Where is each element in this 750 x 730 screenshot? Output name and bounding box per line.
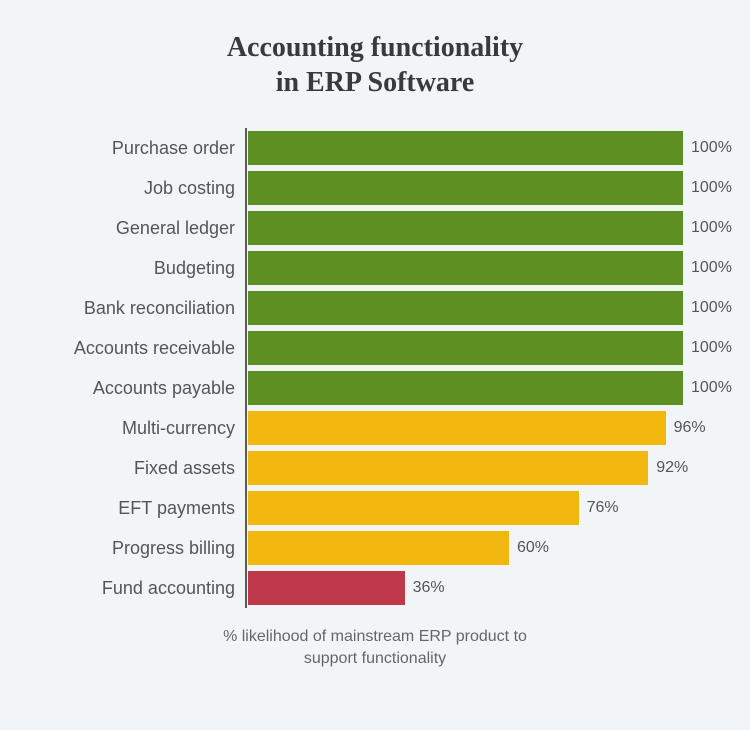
bar-value: 100% — [691, 219, 732, 237]
bar-label: Budgeting — [40, 258, 235, 279]
bar-value: 96% — [674, 419, 706, 437]
bar-wrap: 36% — [245, 568, 710, 608]
chart-title-line2: in ERP Software — [276, 67, 475, 98]
bar-row: Job costing100% — [245, 168, 710, 208]
bar-wrap: 100% — [245, 128, 732, 168]
bar-rows: Purchase order100%Job costing100%General… — [245, 128, 710, 608]
bar — [248, 131, 683, 165]
bar-wrap: 92% — [245, 448, 710, 488]
bar — [248, 171, 683, 205]
bar-value: 100% — [691, 299, 732, 317]
bar-wrap: 100% — [245, 168, 732, 208]
bar-label: Fund accounting — [40, 578, 235, 599]
bar-label: Bank reconciliation — [40, 298, 235, 319]
bar-value: 100% — [691, 379, 732, 397]
bar-row: Progress billing60% — [245, 528, 710, 568]
bar-row: Bank reconciliation100% — [245, 288, 710, 328]
bar-value: 100% — [691, 139, 732, 157]
bar-wrap: 100% — [245, 328, 732, 368]
bar — [248, 291, 683, 325]
bar-value: 36% — [413, 579, 445, 597]
bar-row: General ledger100% — [245, 208, 710, 248]
bar-label: Fixed assets — [40, 458, 235, 479]
bar — [248, 411, 666, 445]
bar — [248, 571, 405, 605]
bar-label: Progress billing — [40, 538, 235, 559]
chart-title-line1: Accounting functionality — [227, 32, 523, 63]
bar-wrap: 100% — [245, 248, 732, 288]
bar-value: 100% — [691, 179, 732, 197]
bar-value: 92% — [656, 459, 688, 477]
bar-value: 100% — [691, 339, 732, 357]
bar-label: General ledger — [40, 218, 235, 239]
bar-row: Accounts receivable100% — [245, 328, 710, 368]
bar-wrap: 100% — [245, 208, 732, 248]
bar-row: Accounts payable100% — [245, 368, 710, 408]
chart-caption-line2: support functionality — [304, 650, 446, 667]
bar-wrap: 96% — [245, 408, 710, 448]
bar — [248, 331, 683, 365]
bar-value: 60% — [517, 539, 549, 557]
bar — [248, 531, 509, 565]
bar — [248, 251, 683, 285]
bar — [248, 451, 648, 485]
bar-value: 76% — [587, 499, 619, 517]
bar-label: Accounts payable — [40, 378, 235, 399]
bar-row: EFT payments76% — [245, 488, 710, 528]
bar-label: Job costing — [40, 178, 235, 199]
bar-wrap: 100% — [245, 288, 732, 328]
bar-chart: Purchase order100%Job costing100%General… — [40, 128, 710, 608]
bar — [248, 211, 683, 245]
bar-label: Accounts receivable — [40, 338, 235, 359]
bar — [248, 491, 579, 525]
bar-label: Purchase order — [40, 138, 235, 159]
bar-wrap: 60% — [245, 528, 710, 568]
bar-row: Purchase order100% — [245, 128, 710, 168]
bar-wrap: 100% — [245, 368, 732, 408]
bar-row: Fixed assets92% — [245, 448, 710, 488]
y-axis-line — [245, 128, 247, 608]
bar-row: Fund accounting36% — [245, 568, 710, 608]
chart-title: Accounting functionality in ERP Software — [40, 30, 710, 100]
bar-label: EFT payments — [40, 498, 235, 519]
chart-caption: % likelihood of mainstream ERP product t… — [40, 626, 710, 669]
bar-label: Multi-currency — [40, 418, 235, 439]
bar-wrap: 76% — [245, 488, 710, 528]
bar-value: 100% — [691, 259, 732, 277]
bar-row: Multi-currency96% — [245, 408, 710, 448]
bar — [248, 371, 683, 405]
chart-caption-line1: % likelihood of mainstream ERP product t… — [223, 628, 527, 645]
bar-row: Budgeting100% — [245, 248, 710, 288]
